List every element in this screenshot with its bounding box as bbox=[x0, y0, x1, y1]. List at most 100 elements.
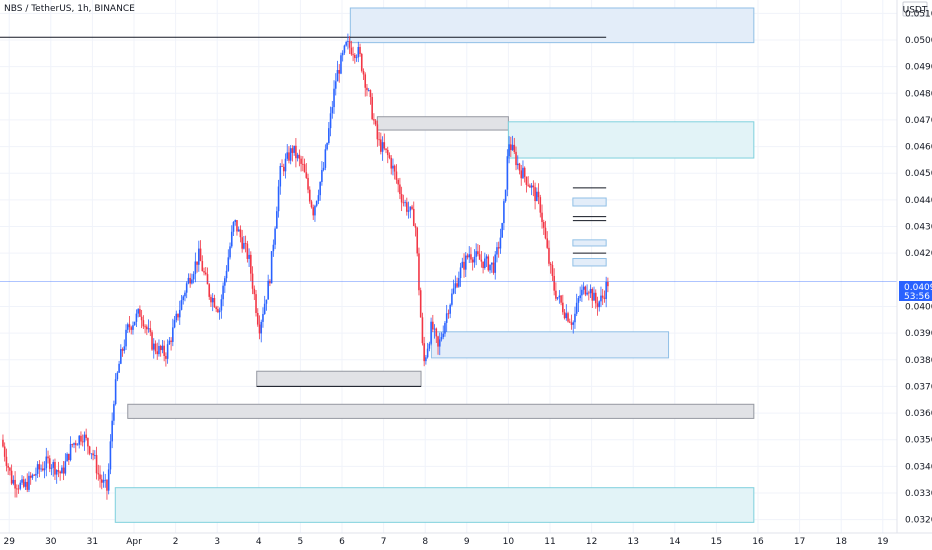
candle-body bbox=[135, 313, 138, 322]
candle-body bbox=[232, 222, 235, 232]
candle-body bbox=[279, 165, 282, 187]
candle-body bbox=[36, 464, 39, 474]
candle-body bbox=[47, 456, 49, 459]
blue-zone[interactable] bbox=[572, 239, 607, 247]
candle-body bbox=[598, 301, 601, 308]
candle-body bbox=[437, 336, 439, 347]
x-tick-label: 15 bbox=[711, 537, 722, 547]
candle-body bbox=[352, 54, 354, 56]
candle-body bbox=[125, 329, 127, 347]
y-tick-label: 0.05100 bbox=[905, 9, 932, 19]
grey-zone[interactable] bbox=[127, 403, 755, 419]
candle-body bbox=[508, 144, 510, 157]
currency-badge[interactable] bbox=[902, 1, 928, 17]
candle-body bbox=[16, 488, 18, 490]
candle-body bbox=[296, 154, 299, 159]
candle-body bbox=[575, 302, 578, 314]
candle-body bbox=[496, 247, 498, 255]
candle-body bbox=[111, 420, 113, 442]
candle-body bbox=[321, 170, 323, 182]
candle-body bbox=[33, 474, 35, 476]
grey-zone[interactable] bbox=[376, 116, 509, 131]
candle-body bbox=[19, 482, 22, 489]
candle-body bbox=[288, 152, 290, 161]
x-tick-label: 4 bbox=[256, 537, 262, 547]
candle-body bbox=[293, 145, 295, 153]
candle-body bbox=[568, 321, 571, 323]
candle-body bbox=[62, 467, 65, 474]
candle-body bbox=[2, 439, 4, 447]
candle-body bbox=[407, 210, 410, 212]
candle-body bbox=[140, 316, 143, 321]
candle-body bbox=[456, 283, 458, 287]
candle-body bbox=[588, 292, 590, 294]
teal-zone[interactable] bbox=[507, 121, 755, 159]
candle-body bbox=[107, 469, 110, 491]
countdown-value: 53:56 bbox=[904, 292, 930, 302]
candle-body bbox=[534, 187, 536, 202]
candle-body bbox=[520, 170, 523, 179]
candle-body bbox=[445, 313, 448, 323]
candle-body bbox=[579, 295, 581, 299]
candle-body bbox=[563, 312, 566, 319]
candle-body bbox=[492, 262, 495, 273]
candle-body bbox=[142, 320, 145, 327]
candle-body bbox=[333, 88, 335, 108]
candle-body bbox=[189, 277, 191, 284]
y-axis[interactable]: USDT 0.05100 0.05000 0.04900 0.04800 0.04700… bbox=[896, 0, 932, 533]
candle-body bbox=[324, 149, 327, 168]
candle-body bbox=[217, 309, 219, 313]
candle-body bbox=[196, 261, 198, 265]
candle-body bbox=[376, 124, 379, 140]
candle-body bbox=[276, 211, 278, 229]
candle-body bbox=[466, 255, 469, 258]
candle-body bbox=[392, 165, 394, 169]
candle-body bbox=[485, 256, 488, 259]
candle-body bbox=[250, 254, 252, 274]
candle-body bbox=[364, 74, 367, 88]
candle-body bbox=[425, 357, 427, 362]
candle-body bbox=[328, 128, 330, 143]
x-tick-label: 6 bbox=[339, 537, 345, 547]
candle-body bbox=[74, 443, 77, 446]
candle-body bbox=[350, 47, 353, 55]
candle-body bbox=[263, 303, 266, 315]
teal-zone[interactable] bbox=[114, 487, 755, 523]
candle-body bbox=[248, 254, 250, 259]
candle-body bbox=[366, 87, 368, 91]
candle-body bbox=[295, 145, 297, 159]
candle-body bbox=[81, 441, 84, 443]
candle-body bbox=[139, 309, 141, 317]
candle-body bbox=[260, 321, 263, 334]
candle-body bbox=[426, 348, 429, 358]
candle-body bbox=[537, 191, 540, 198]
candle-body bbox=[234, 220, 237, 223]
x-axis[interactable]: 29 30 31 Apr 2 3 4 5 6 7 8 9 10 11 12 13 14 15 16 17 18 19 bbox=[0, 532, 932, 547]
candle-body bbox=[501, 223, 503, 238]
grey-zone[interactable] bbox=[256, 370, 422, 387]
candle-body bbox=[90, 453, 93, 455]
candle-body bbox=[305, 172, 308, 178]
candle-body bbox=[548, 247, 550, 264]
candle-body bbox=[170, 340, 172, 342]
blue-zone[interactable] bbox=[572, 258, 607, 267]
candle-body bbox=[510, 144, 512, 151]
candle-body bbox=[593, 292, 595, 301]
candle-body bbox=[211, 298, 214, 303]
candle-body bbox=[87, 438, 89, 447]
candle-body bbox=[256, 312, 259, 325]
candle-body bbox=[412, 208, 415, 226]
candle-body bbox=[303, 164, 306, 173]
candles bbox=[2, 33, 609, 500]
candle-body bbox=[423, 343, 425, 362]
candle-body bbox=[159, 345, 162, 351]
blue-zone[interactable] bbox=[430, 331, 670, 359]
candle-body bbox=[378, 139, 380, 141]
candle-body bbox=[464, 255, 467, 270]
x-tick-label: 18 bbox=[835, 537, 847, 547]
candle-body bbox=[400, 194, 403, 203]
blue-zone[interactable] bbox=[572, 197, 607, 207]
y-tick-label: 0.05000 bbox=[905, 36, 932, 46]
candle-body bbox=[213, 298, 216, 308]
